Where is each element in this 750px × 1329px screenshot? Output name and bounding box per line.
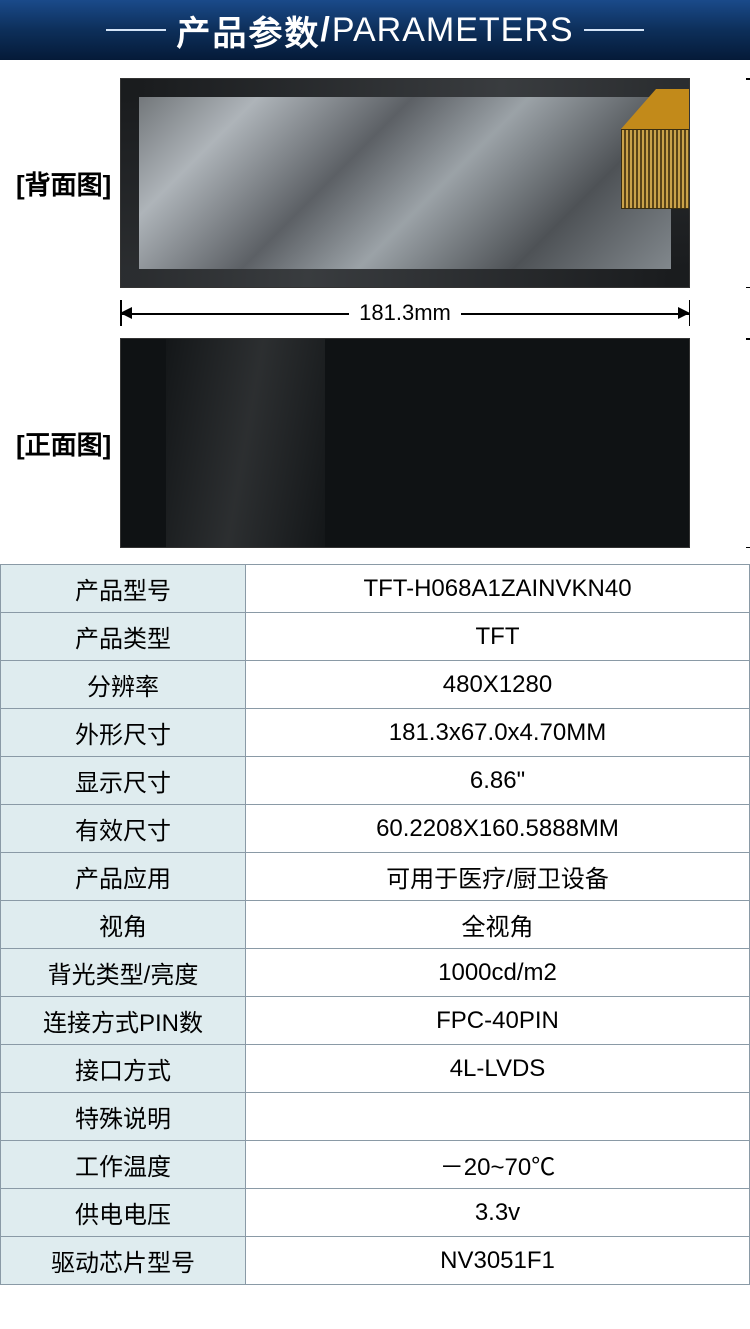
table-row: 背光类型/亮度1000cd/m2 [1, 949, 750, 997]
header-title-en: PARAMETERS [332, 11, 574, 50]
spec-key: 分辨率 [1, 661, 246, 709]
spec-key: 背光类型/亮度 [1, 949, 246, 997]
front-view-label: [正面图] [10, 425, 120, 462]
table-row: 特殊说明 [1, 1093, 750, 1141]
spec-key: 显示尺寸 [1, 757, 246, 805]
spec-table-body: 产品型号TFT-H068A1ZAINVKN40产品类型TFT分辨率480X128… [1, 565, 750, 1285]
spec-value: 1000cd/m2 [246, 949, 750, 997]
parameters-header: 产品参数 / PARAMETERS [0, 0, 750, 60]
width-value: 181.3mm [349, 300, 461, 326]
table-row: 产品型号TFT-H068A1ZAINVKN40 [1, 565, 750, 613]
front-panel-wrap [120, 338, 740, 548]
back-view-row: [背面图] 67.0mm [10, 78, 740, 288]
table-row: 产品应用可用于医疗/厨卫设备 [1, 853, 750, 901]
spec-key: 工作温度 [1, 1141, 246, 1189]
spec-key: 有效尺寸 [1, 805, 246, 853]
table-row: 分辨率480X1280 [1, 661, 750, 709]
spec-key: 连接方式PIN数 [1, 997, 246, 1045]
table-row: 产品类型TFT [1, 613, 750, 661]
table-row: 接口方式4L-LVDS [1, 1045, 750, 1093]
fpc-ribbon [621, 89, 690, 129]
spec-key: 供电电压 [1, 1189, 246, 1237]
spec-value: 全视角 [246, 901, 750, 949]
table-row: 供电电压3.3v [1, 1189, 750, 1237]
spec-key: 接口方式 [1, 1045, 246, 1093]
back-view-label: [背面图] [10, 165, 120, 202]
header-rule-right [584, 29, 644, 31]
spec-value: 60.2208X160.5888MM [246, 805, 750, 853]
table-row: 显示尺寸6.86" [1, 757, 750, 805]
table-row: 外形尺寸181.3x67.0x4.70MM [1, 709, 750, 757]
spec-key: 产品类型 [1, 613, 246, 661]
spec-value: 6.86" [246, 757, 750, 805]
spec-value: －20~70℃ [246, 1141, 750, 1189]
spec-key: 产品应用 [1, 853, 246, 901]
table-row: 视角全视角 [1, 901, 750, 949]
back-panel [120, 78, 690, 288]
spec-key: 外形尺寸 [1, 709, 246, 757]
fpc-connector [621, 129, 690, 209]
spec-value: TFT-H068A1ZAINVKN40 [246, 565, 750, 613]
spec-key: 驱动芯片型号 [1, 1237, 246, 1285]
spec-value: TFT [246, 613, 750, 661]
back-panel-wrap: 67.0mm [120, 78, 740, 288]
spec-value: FPC-40PIN [246, 997, 750, 1045]
spec-value: 4L-LVDS [246, 1045, 750, 1093]
fpc-cable [611, 89, 690, 209]
spec-value: NV3051F1 [246, 1237, 750, 1285]
spec-value: 181.3x67.0x4.70MM [246, 709, 750, 757]
table-row: 有效尺寸60.2208X160.5888MM [1, 805, 750, 853]
table-row: 连接方式PIN数FPC-40PIN [1, 997, 750, 1045]
width-dimension: 181.3mm [120, 298, 690, 328]
spec-value: 可用于医疗/厨卫设备 [246, 853, 750, 901]
spec-key: 视角 [1, 901, 246, 949]
height-dimension: 67.0mm [744, 78, 750, 288]
product-image-area: [背面图] 67.0mm 181.3mm [正面图] [0, 60, 750, 558]
spec-value [246, 1093, 750, 1141]
spec-value: 3.3v [246, 1189, 750, 1237]
header-rule-left [106, 29, 166, 31]
table-row: 驱动芯片型号NV3051F1 [1, 1237, 750, 1285]
spec-table: 产品型号TFT-H068A1ZAINVKN40产品类型TFT分辨率480X128… [0, 564, 750, 1285]
header-separator: / [320, 11, 331, 50]
front-panel [120, 338, 690, 548]
front-height-tick [744, 338, 750, 548]
spec-value: 480X1280 [246, 661, 750, 709]
spec-key: 特殊说明 [1, 1093, 246, 1141]
table-row: 工作温度－20~70℃ [1, 1141, 750, 1189]
header-title-cn: 产品参数 [176, 6, 320, 55]
spec-key: 产品型号 [1, 565, 246, 613]
front-view-row: [正面图] [10, 338, 740, 548]
